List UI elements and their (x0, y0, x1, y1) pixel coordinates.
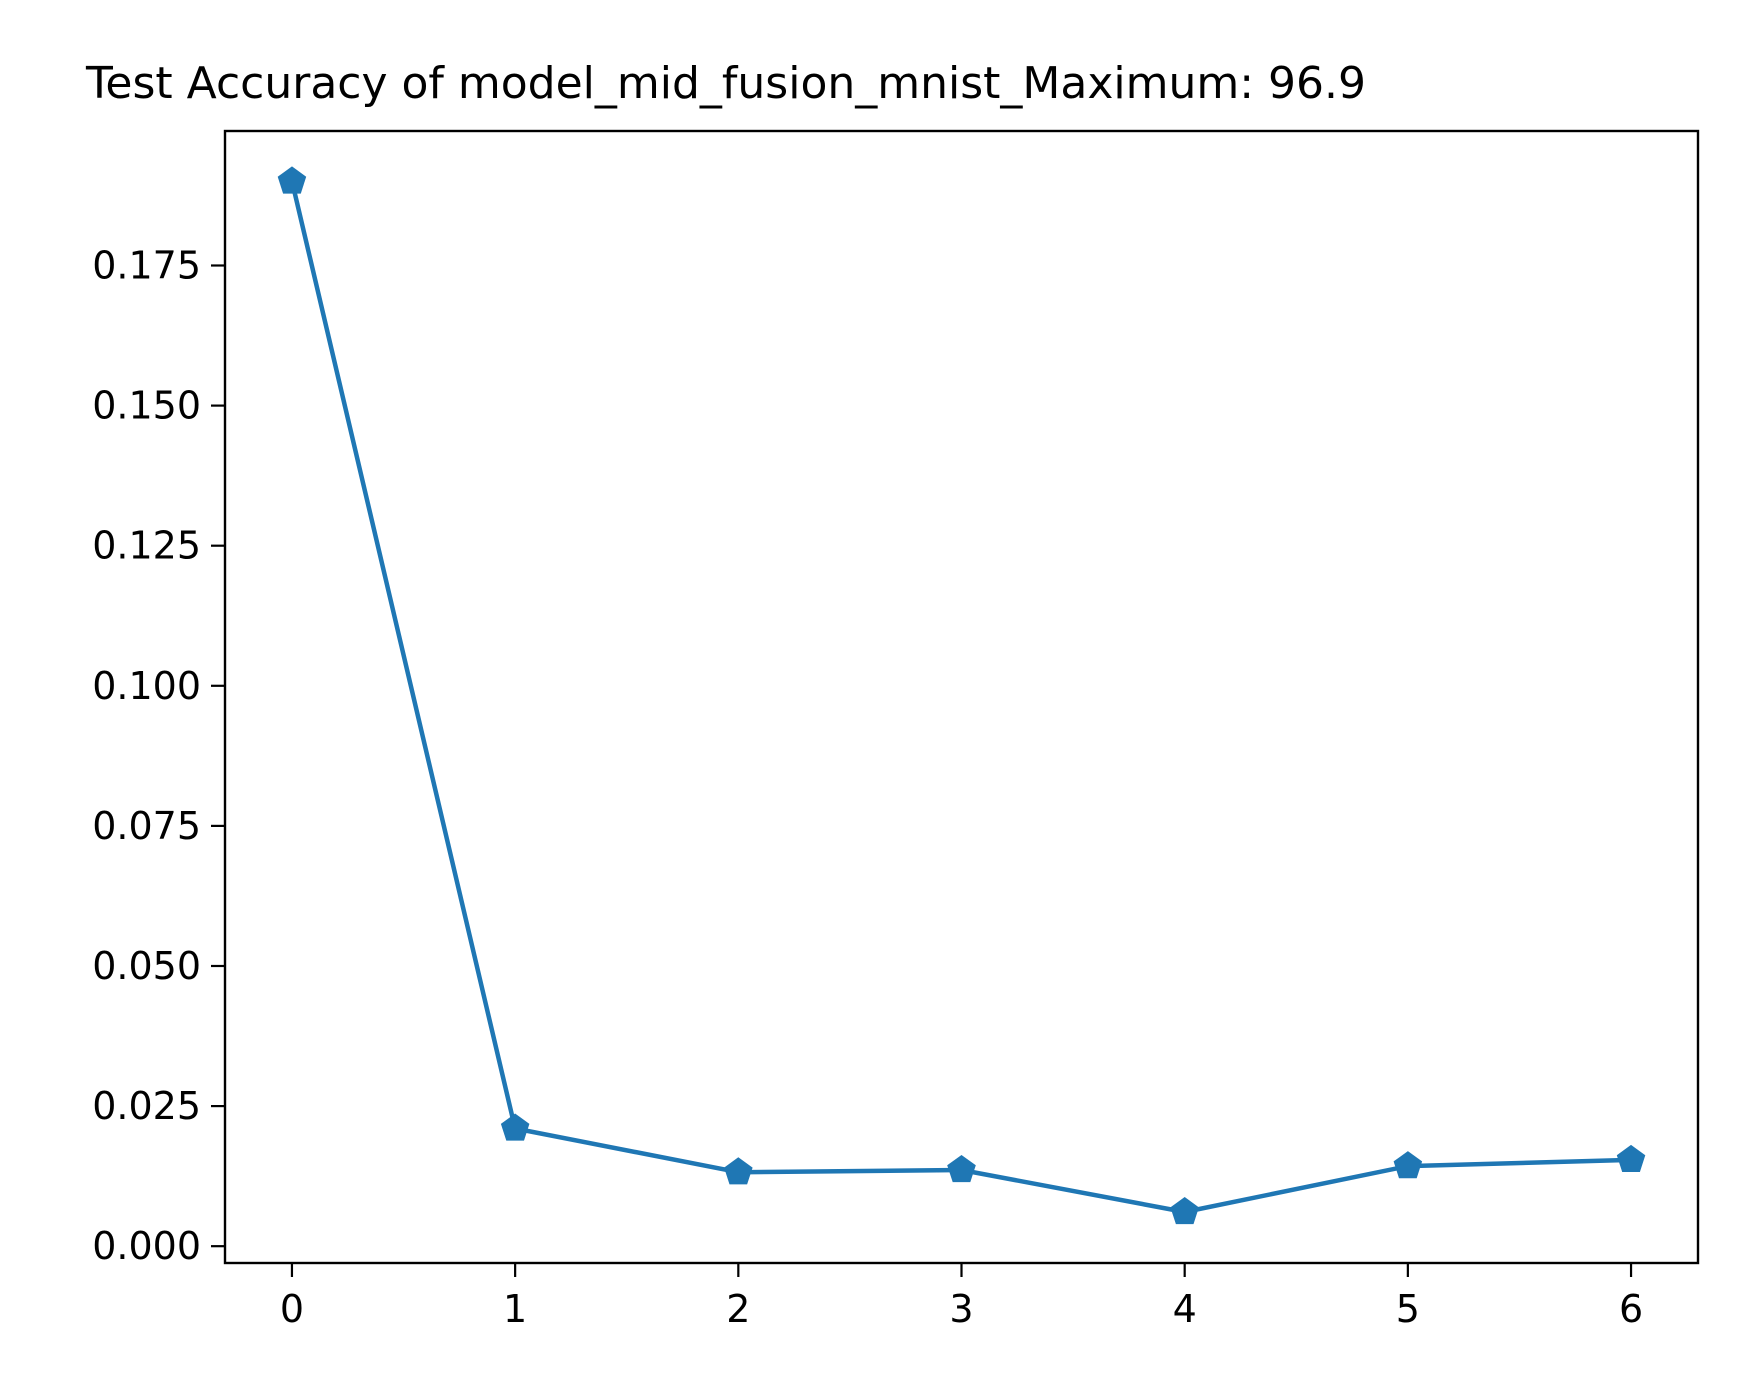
x-tick-label: 1 (503, 1287, 527, 1331)
x-tick-label: 4 (1173, 1287, 1197, 1331)
data-point-marker (1170, 1197, 1199, 1225)
data-point-marker (1616, 1144, 1646, 1172)
data-point-marker (500, 1113, 530, 1141)
data-point-marker (1393, 1151, 1423, 1179)
y-tick-label: 0.025 (92, 1084, 201, 1128)
x-tick-label: 2 (726, 1287, 750, 1331)
chart-title: Test Accuracy of model_mid_fusion_mnist_… (85, 58, 1366, 109)
x-tick-label: 0 (280, 1287, 304, 1331)
data-point-marker (277, 166, 307, 194)
x-tick-label: 6 (1619, 1287, 1643, 1331)
series-layer (277, 166, 1646, 1225)
x-axis-ticks: 0 1 2 3 4 5 6 (280, 1263, 1643, 1331)
y-tick-label: 0.100 (92, 664, 201, 708)
plot-frame (223, 129, 1700, 1265)
y-tick-label: 0.000 (92, 1224, 201, 1268)
y-axis-ticks: 0.000 0.025 0.050 0.075 0.100 0.125 0.150 0.175 (92, 243, 225, 1268)
data-point-marker (724, 1157, 753, 1185)
y-tick-label: 0.175 (92, 243, 201, 287)
x-tick-label: 5 (1396, 1287, 1420, 1331)
y-tick-label: 0.050 (92, 944, 201, 988)
y-tick-label: 0.075 (92, 804, 201, 848)
data-point-marker (947, 1155, 976, 1183)
plot-frame-layer (223, 129, 1700, 1265)
x-tick-label: 3 (949, 1287, 973, 1331)
y-tick-label: 0.150 (92, 384, 201, 428)
y-tick-label: 0.125 (92, 524, 201, 568)
